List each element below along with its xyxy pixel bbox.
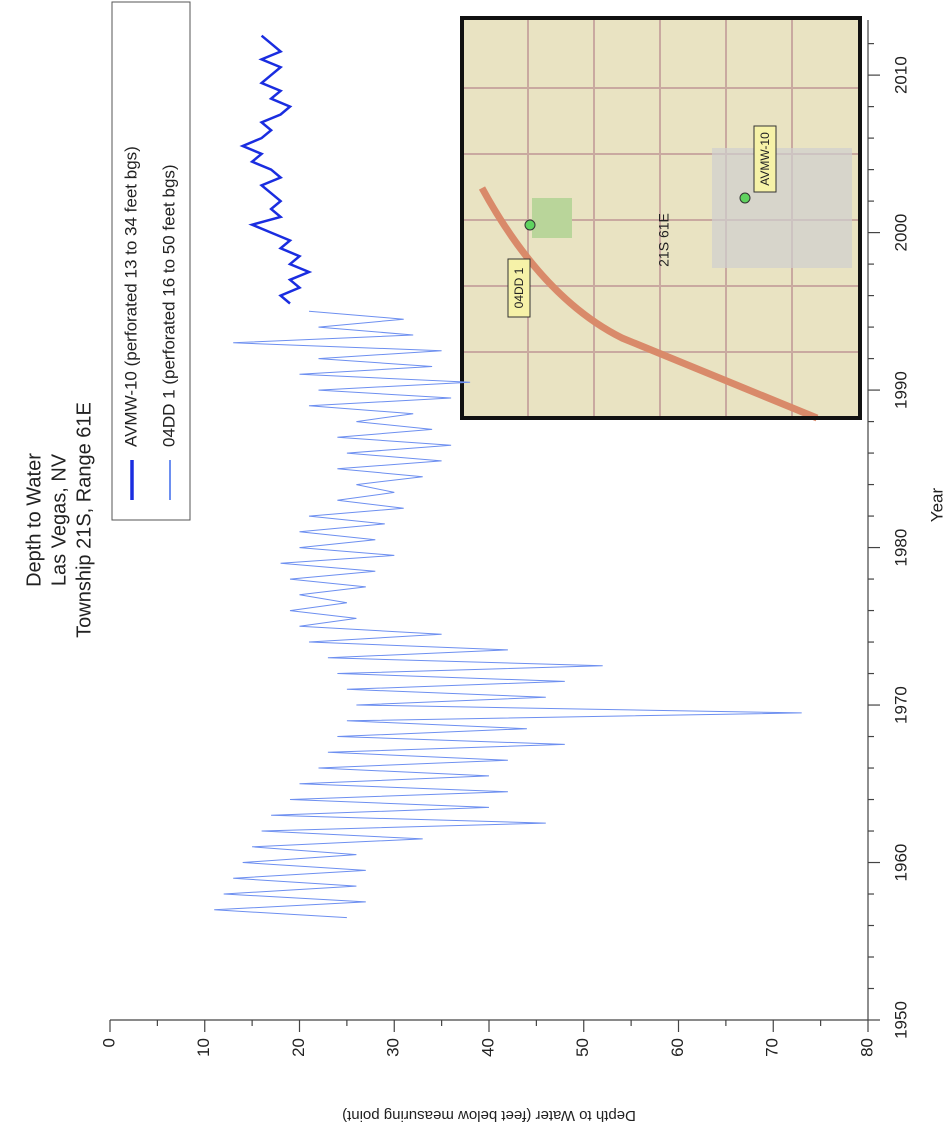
x-tick-label: 1950 bbox=[891, 1001, 910, 1039]
map-airport bbox=[712, 148, 852, 268]
y-tick-label: 10 bbox=[194, 1038, 213, 1057]
y-tick-label: 70 bbox=[763, 1038, 782, 1057]
y-tick-label: 30 bbox=[384, 1038, 403, 1057]
data-line bbox=[214, 310, 802, 919]
map-callout bbox=[753, 125, 777, 193]
legend-label: 04DD 1 (perforated 16 to 50 feet bgs) bbox=[159, 164, 178, 447]
chart-rotated: Depth to Water Las Vegas, NV Township 21S,… bbox=[23, 1, 946, 1124]
x-tick-label: 2000 bbox=[891, 214, 910, 252]
y-tick-label: 20 bbox=[289, 1038, 308, 1057]
map-label: 21S 61E bbox=[656, 213, 672, 267]
x-tick-label: 1980 bbox=[891, 529, 910, 567]
map-callout bbox=[507, 258, 531, 318]
map-label: 04DD 1 bbox=[512, 267, 526, 308]
map-label: AVMW-10 bbox=[758, 132, 772, 186]
legend bbox=[111, 1, 191, 521]
map-park bbox=[532, 198, 572, 238]
map-well bbox=[524, 219, 536, 231]
y-tick-label: 0 bbox=[99, 1038, 118, 1047]
y-tick-label: 40 bbox=[478, 1038, 497, 1057]
x-tick-label: 1960 bbox=[891, 844, 910, 882]
y-tick-label: 60 bbox=[668, 1038, 687, 1057]
x-tick-label: 1970 bbox=[891, 686, 910, 724]
chart-title: Depth to Water bbox=[23, 453, 45, 587]
chart-title: Township 21S, Range 61E bbox=[73, 402, 95, 638]
y-tick-label: 50 bbox=[573, 1038, 592, 1057]
chart-title: Las Vegas, NV bbox=[48, 453, 70, 586]
map-well bbox=[739, 192, 751, 204]
x-axis-label: Year bbox=[927, 487, 946, 522]
map-frame bbox=[460, 16, 862, 420]
legend-label: AVMW-10 (perforated 13 to 34 feet bgs) bbox=[121, 146, 140, 447]
x-tick-label: 2010 bbox=[891, 56, 910, 94]
map-highway bbox=[478, 186, 819, 422]
x-tick-label: 1990 bbox=[891, 371, 910, 409]
y-axis-label: Depth to Water (feet below measuring poi… bbox=[342, 1107, 636, 1124]
data-line bbox=[239, 34, 313, 305]
y-tick-label: 80 bbox=[857, 1038, 876, 1057]
